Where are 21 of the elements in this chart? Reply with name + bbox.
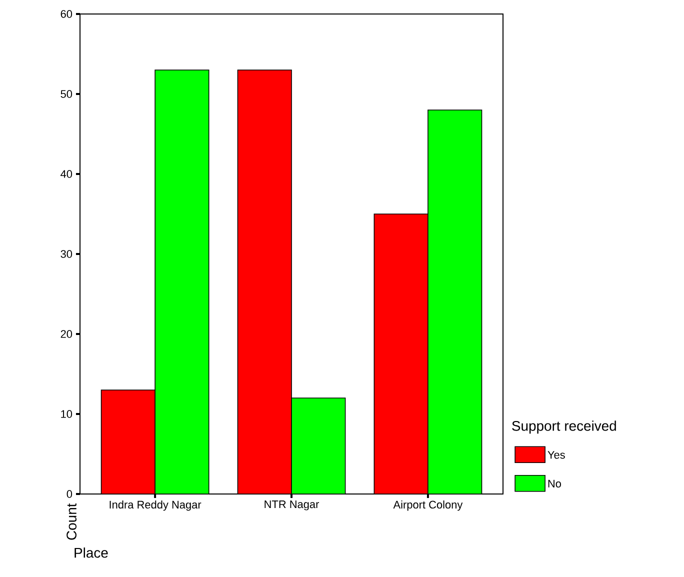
x-axis-title: Place bbox=[74, 548, 108, 558]
y-tick-label: 30 bbox=[60, 250, 72, 258]
legend-label: No bbox=[548, 480, 561, 488]
bar bbox=[101, 390, 156, 494]
legend-label: Yes bbox=[548, 451, 565, 459]
y-tick-label: 60 bbox=[60, 10, 72, 18]
y-tick-label: 10 bbox=[61, 410, 72, 418]
bar bbox=[374, 214, 428, 494]
x-tick-label: NTR Nagar bbox=[264, 500, 320, 510]
x-tick-label: Indra Reddy Nagar bbox=[110, 500, 202, 511]
bar bbox=[291, 398, 346, 494]
bar bbox=[428, 110, 482, 494]
legend-title: Support received bbox=[512, 420, 616, 434]
y-tick-label: 20 bbox=[60, 330, 72, 338]
x-tick-label: Airport Colony bbox=[393, 500, 463, 511]
y-tick-label: 50 bbox=[60, 90, 72, 98]
y-tick-label: 0 bbox=[66, 490, 72, 498]
bar bbox=[155, 70, 209, 494]
y-axis-title: Count bbox=[66, 503, 76, 540]
bar bbox=[237, 70, 292, 494]
y-tick-label: 40 bbox=[60, 170, 72, 178]
